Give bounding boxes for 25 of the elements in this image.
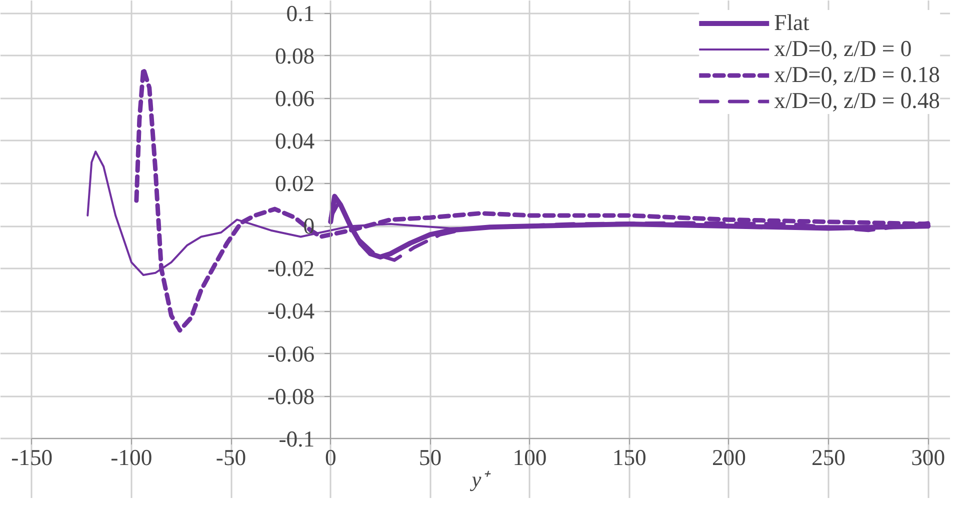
x-tick-label: 200	[712, 444, 746, 470]
y-tick-label: 0.04	[274, 128, 315, 154]
x-tick-label: 0	[324, 444, 336, 470]
x-axis-title: y⁺	[470, 468, 492, 492]
y-tick-label: 0.08	[274, 43, 315, 68]
y-tick-label: 0.1	[286, 0, 315, 26]
y-tick-label: 0.02	[274, 171, 315, 196]
x-tick-label: 50	[418, 444, 442, 470]
legend-label: x/D=0, z/D = 0.48	[774, 88, 940, 114]
x-tick-label: 300	[911, 444, 946, 470]
legend-label: x/D=0, z/D = 0.18	[774, 62, 940, 88]
x-tick-label: -100	[110, 444, 152, 470]
y-tick-label: -0.02	[267, 256, 315, 282]
x-tick-label: -150	[11, 444, 53, 470]
y-tick-label: 0.06	[274, 86, 315, 111]
y-tick-label: -0.04	[267, 298, 315, 324]
x-tick-label: -50	[216, 444, 246, 470]
legend-label: x/D=0, z/D = 0	[774, 36, 912, 62]
x-tick-label: 150	[612, 444, 646, 470]
x-tick-label: 100	[512, 444, 547, 470]
y-tick-label: -0.08	[267, 384, 315, 409]
x-tick-label: 250	[812, 444, 846, 470]
y-tick-label: -0.06	[267, 341, 315, 366]
y-tick-label: -0.1	[278, 426, 315, 452]
legend-label: Flat	[774, 10, 810, 36]
